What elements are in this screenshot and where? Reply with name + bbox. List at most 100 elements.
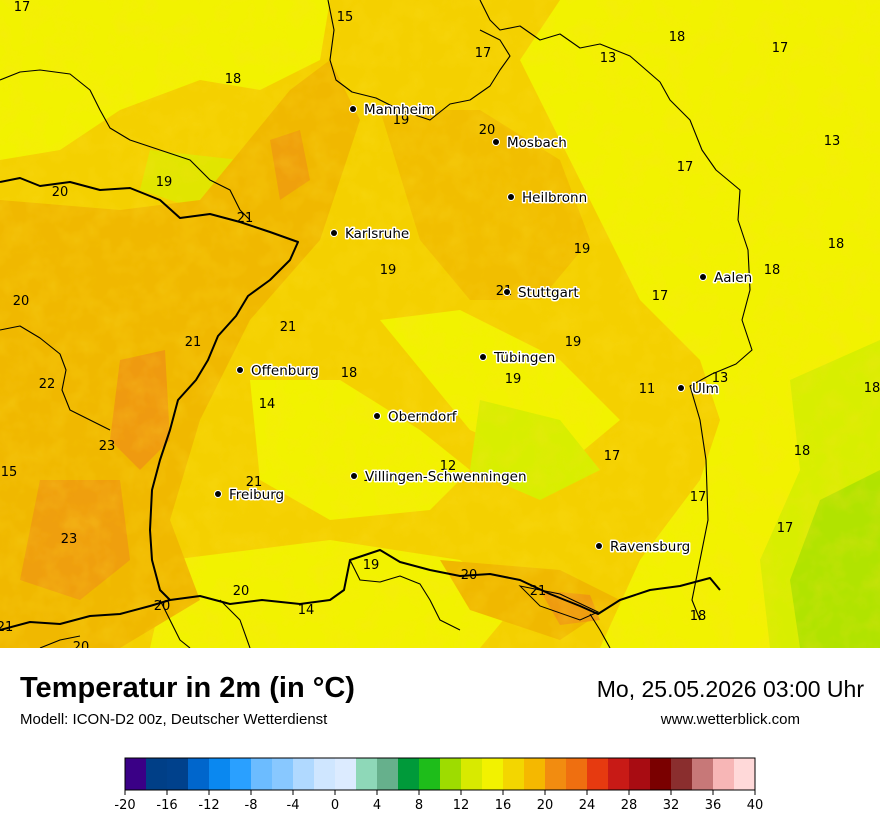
city-dot bbox=[700, 274, 706, 280]
legend-tick-label: -4 bbox=[287, 798, 300, 813]
legend-tick-label: -12 bbox=[198, 798, 219, 813]
city-dot bbox=[237, 367, 243, 373]
city-label: Mannheim bbox=[364, 102, 435, 118]
legend-color-step bbox=[566, 758, 588, 790]
city-marker: Villingen-SchwenningenVillingen-Schwenni… bbox=[350, 468, 528, 487]
legend-color-step bbox=[335, 758, 357, 790]
country-borders bbox=[0, 177, 721, 631]
lake-constance bbox=[518, 585, 600, 621]
texture-layer bbox=[0, 0, 880, 648]
legend-color-step bbox=[524, 758, 546, 790]
temperature-value: 21 bbox=[280, 320, 297, 335]
city-label-halo: Stuttgart bbox=[518, 285, 579, 301]
city-dot bbox=[493, 139, 499, 145]
temperature-values: 17 15 17 13 18 17 18 19 20 13 17 19 20 21 18 19 19 18 21 17… bbox=[0, 0, 880, 648]
legend-color-step bbox=[293, 758, 315, 790]
forecast-datetime: Mo, 25.05.2026 03:00 Uhr bbox=[596, 676, 864, 702]
temperature-value: 14 bbox=[259, 397, 276, 412]
temperature-value: 21 bbox=[237, 211, 254, 226]
temperature-value: 15 bbox=[337, 10, 354, 25]
legend-color-step bbox=[440, 758, 462, 790]
temperature-value: 20 bbox=[13, 294, 30, 309]
legend-color-step bbox=[671, 758, 693, 790]
temperature-value: 23 bbox=[61, 532, 78, 547]
temperature-value: 17 bbox=[677, 160, 694, 175]
temperature-value: 18 bbox=[690, 609, 707, 624]
legend-color-step bbox=[650, 758, 672, 790]
legend-color-step bbox=[713, 758, 735, 790]
footer: Temperatur in 2m (in °C) Modell: ICON-D2… bbox=[0, 648, 880, 830]
temperature-value: 17 bbox=[604, 449, 621, 464]
legend-tick-label: -20 bbox=[114, 798, 135, 813]
city-label-halo: Oberndorf bbox=[388, 409, 458, 425]
temperature-value: 19 bbox=[565, 335, 582, 350]
legend-tick-label: 40 bbox=[747, 798, 764, 813]
city-dot bbox=[351, 473, 357, 479]
legend-color-step bbox=[482, 758, 504, 790]
temperature-value: 19 bbox=[505, 372, 522, 387]
temperature-value: 18 bbox=[764, 263, 781, 278]
temperature-value: 20 bbox=[52, 185, 69, 200]
temperature-value: 21 bbox=[530, 584, 547, 599]
legend-tick-label: 16 bbox=[495, 798, 512, 813]
city-label: Freiburg bbox=[229, 487, 284, 503]
temperature-value: 12 bbox=[440, 459, 457, 474]
city-label: Oberndorf bbox=[388, 409, 458, 425]
temperature-value: 21 bbox=[185, 335, 202, 350]
city-dot bbox=[596, 543, 602, 549]
legend-color-step bbox=[146, 758, 168, 790]
model-subtitle: Modell: ICON-D2 00z, Deutscher Wetterdie… bbox=[20, 711, 328, 728]
temperature-value: 20 bbox=[154, 599, 171, 614]
legend-color-step bbox=[272, 758, 294, 790]
regional-borders bbox=[0, 0, 753, 648]
website-link[interactable]: www.wetterblick.com bbox=[660, 711, 800, 728]
legend-color-step bbox=[251, 758, 273, 790]
temperature-value: 23 bbox=[99, 439, 116, 454]
temperature-value: 20 bbox=[73, 640, 90, 648]
temperature-value: 18 bbox=[341, 366, 358, 381]
legend-tick-label: 36 bbox=[705, 798, 722, 813]
city-label: Karlsruhe bbox=[345, 226, 409, 242]
temperature-value: 15 bbox=[1, 465, 18, 480]
city-label-halo: Ulm bbox=[692, 381, 719, 397]
city-label: Aalen bbox=[714, 270, 752, 286]
legend-color-step bbox=[545, 758, 567, 790]
city-label-halo: Mosbach bbox=[507, 135, 567, 151]
temperature-value: 21 bbox=[0, 620, 13, 635]
city-label-halo: Mannheim bbox=[364, 102, 435, 118]
legend-tick-label: 4 bbox=[373, 798, 381, 813]
city-label-halo: Freiburg bbox=[229, 487, 284, 503]
legend-color-step bbox=[608, 758, 630, 790]
temperature-value: 17 bbox=[363, 470, 380, 485]
legend-color-step bbox=[125, 758, 147, 790]
temperature-value: 11 bbox=[639, 382, 656, 397]
temperature-value: 22 bbox=[39, 377, 56, 392]
legend-tick-label: 32 bbox=[663, 798, 680, 813]
city-label: Offenburg bbox=[251, 363, 319, 379]
city-dot bbox=[350, 106, 356, 112]
legend-color-step bbox=[356, 758, 378, 790]
temperature-value: 17 bbox=[772, 41, 789, 56]
legend-color-step bbox=[461, 758, 483, 790]
temperature-value: 13 bbox=[600, 51, 617, 66]
city-label: Tübingen bbox=[493, 350, 555, 366]
legend-bar bbox=[124, 757, 756, 791]
city-label-halo: Villingen-Schwenningen bbox=[365, 469, 527, 485]
legend-color-step bbox=[188, 758, 210, 790]
city-dot bbox=[678, 385, 684, 391]
temperature-value: 18 bbox=[864, 381, 880, 396]
legend-color-step bbox=[587, 758, 609, 790]
temperature-value: 18 bbox=[225, 72, 242, 87]
temperature-value: 17 bbox=[475, 46, 492, 61]
city-label: Ulm bbox=[692, 381, 719, 397]
